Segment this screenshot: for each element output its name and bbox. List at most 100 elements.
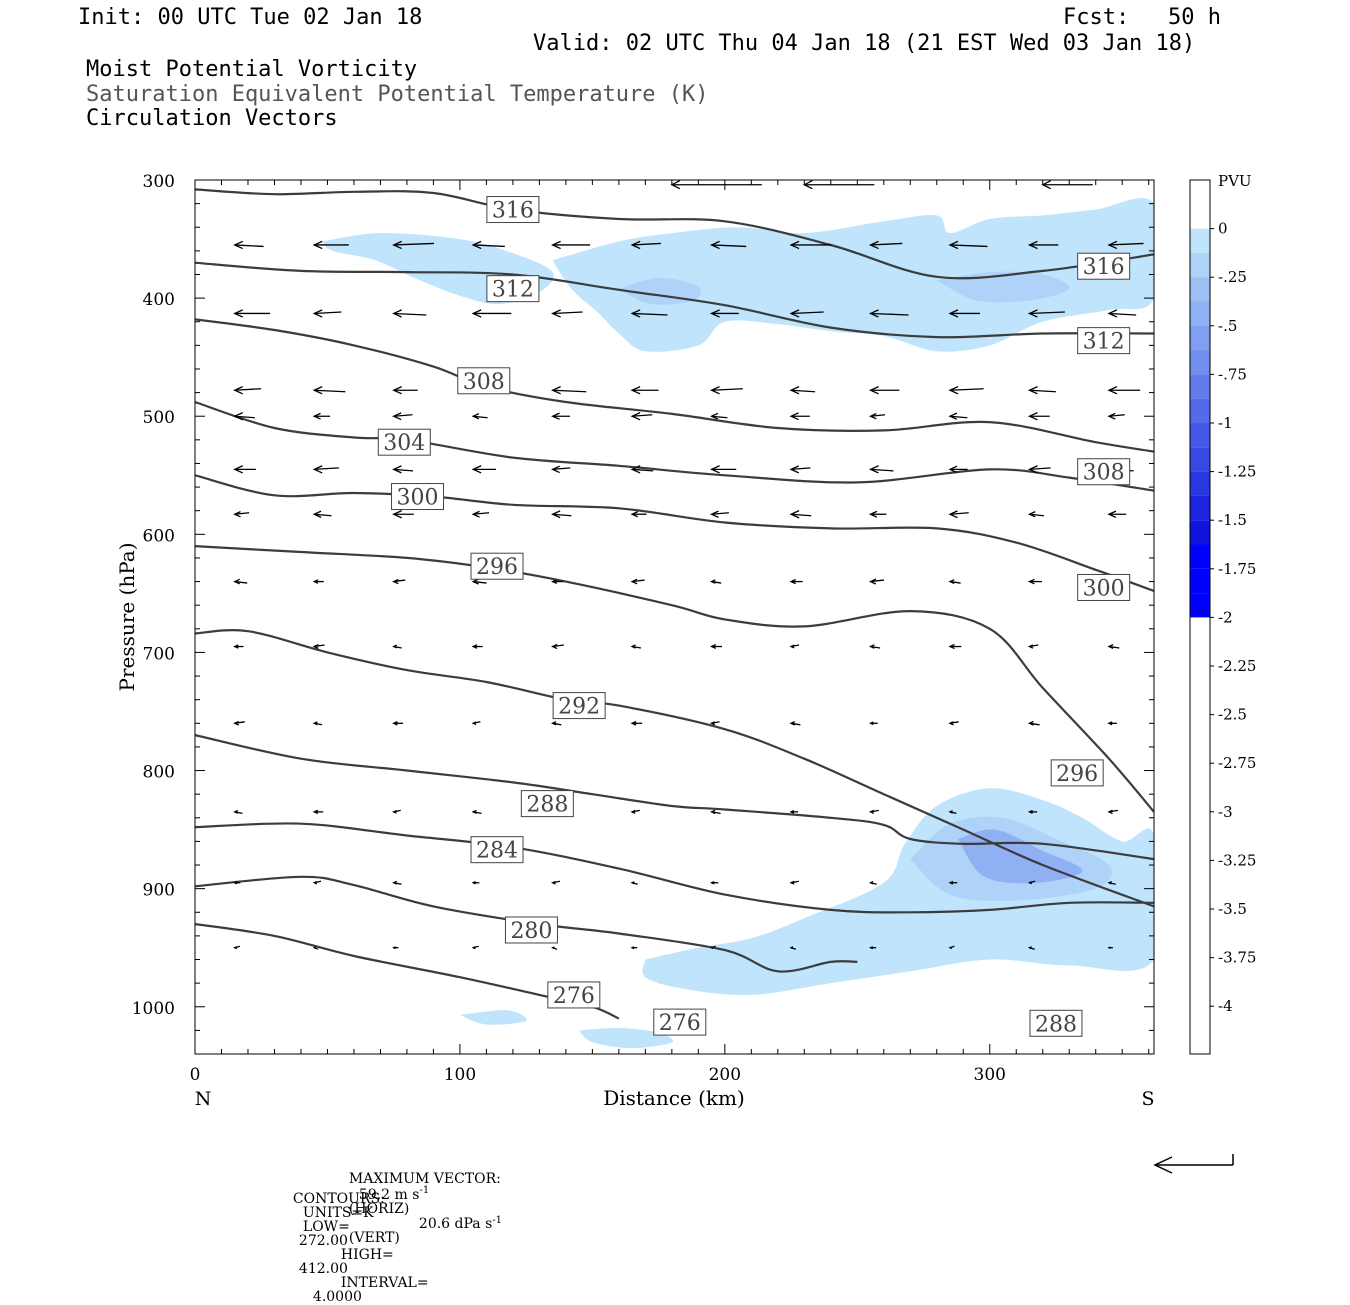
colorbar-label-3: -.5: [1218, 317, 1237, 335]
vector-arrow-103: [710, 721, 720, 726]
vector-arrow-55: [710, 465, 737, 474]
vector-arrow-61: [233, 511, 250, 518]
y-tick-label-500: 500: [143, 408, 175, 428]
vector-arrow-132: [1107, 880, 1116, 885]
contour-label-box-292-1: [552, 692, 606, 720]
y-tick-label-700: 700: [143, 644, 175, 664]
vector-arrow-88: [471, 644, 483, 649]
vector-arrow-11: [1027, 240, 1059, 250]
vector-arrow-27: [392, 386, 418, 395]
colorbar-swatch-11: [1190, 423, 1210, 448]
contour-label-box-276-2: [653, 1008, 707, 1036]
vector-arrow-111: [392, 809, 401, 814]
vector-arrow-35: [1027, 386, 1056, 395]
contour-308: [195, 318, 1154, 453]
vector-arrow-48: [1107, 412, 1125, 420]
colorbar-swatch-14: [1190, 495, 1210, 521]
contour-label-box-296-1: [470, 552, 524, 580]
contours-interval: 4.0000: [312, 1289, 362, 1305]
colorbar-swatch-16: [1190, 544, 1210, 569]
init-time: Init: 00 UTC Tue 02 Jan 18: [78, 5, 423, 30]
y-axis-label: Pressure (hPa): [115, 543, 139, 692]
vector-arrow-138: [630, 946, 638, 950]
vector-arrow-45: [868, 413, 886, 420]
vector-arrow-17: [551, 309, 583, 318]
forecast-hour: 50 h: [1168, 5, 1221, 30]
vector-arrow-39: [392, 412, 413, 421]
colorbar-label-11: -2.5: [1218, 706, 1247, 724]
vector-arrow-93: [868, 644, 881, 649]
colorbar-swatch-18: [1190, 593, 1210, 618]
contour-label-304-1: 304: [383, 431, 425, 456]
vector-arrow-71: [1027, 511, 1044, 518]
vector-arrow-46: [948, 412, 968, 420]
vector-arrow-3: [392, 240, 435, 250]
colorbar-label-13: -3: [1218, 803, 1233, 821]
contour-label-300-2: 300: [1083, 576, 1125, 601]
contour-label-box-316-1: [486, 196, 540, 224]
vector-arrow-47: [1027, 412, 1050, 421]
x-tick-label-300: 300: [974, 1065, 1006, 1085]
vector-arrow-127: [710, 880, 719, 885]
max-vector-label: MAXIMUM VECTOR:: [348, 1171, 501, 1187]
vector-arrow-69: [868, 510, 887, 518]
contour-label-308-1: 308: [463, 370, 505, 395]
vector-arrow-19: [710, 309, 739, 318]
vector-arrow-109: [233, 809, 243, 815]
vector-arrow-52: [471, 465, 497, 474]
vector-arrow-63: [392, 510, 414, 519]
vector-arrow-16: [471, 309, 512, 318]
vert-max: 20.6 dPa s: [418, 1216, 493, 1233]
pv-region-2: [552, 198, 1154, 352]
vector-arrow-104: [789, 721, 801, 726]
contour-label-box-284-1: [470, 836, 524, 864]
colorbar-label-6: -1.25: [1218, 463, 1256, 481]
contour-label-276-2: 276: [659, 1011, 701, 1036]
contour-label-280-1: 280: [510, 919, 552, 944]
vector-arrow-43: [710, 412, 728, 420]
vector-arrow-12: [1107, 240, 1144, 250]
vector-arrow-98: [312, 721, 323, 726]
contour-label-box-300-2: [1077, 573, 1131, 601]
colorbar-swatch-3: [1190, 228, 1210, 253]
x-axis-label: Distance (km): [603, 1086, 745, 1110]
contour-312: [195, 261, 1154, 339]
contour-296: [195, 545, 1154, 813]
pv-shading: [322, 198, 1154, 1049]
vector-arrow-72: [1107, 510, 1127, 518]
colorbar-swatch-9: [1190, 374, 1210, 399]
vector-arrow-85: [233, 644, 244, 649]
colorbar-swatch-13: [1190, 471, 1210, 496]
vector-arrow-32: [789, 386, 816, 395]
vector-arrow-115: [710, 809, 721, 815]
vector-arrow-116: [789, 810, 799, 814]
vector-arrow-97: [233, 720, 245, 726]
vector-arrow-74: [312, 579, 324, 584]
vector-arrow-121: [233, 881, 241, 885]
field-title-vectors: Circulation Vectors: [86, 106, 338, 131]
vector-arrow-99: [392, 721, 404, 726]
vector-arrow-13: [233, 309, 271, 318]
x-right-endpoint: S: [1141, 1088, 1154, 1110]
vector-arrow-129: [868, 881, 877, 885]
vector-arrow-136: [471, 945, 479, 950]
horiz-max: 59.2 m s: [358, 1186, 420, 1203]
vector-arrow-126: [630, 881, 638, 885]
colorbar-label-2: -.25: [1218, 268, 1247, 286]
contour-label-284-1: 284: [476, 839, 518, 864]
vector-arrow-101: [551, 721, 562, 726]
contour-label-292-1: 292: [558, 695, 600, 720]
vector-arrow-79: [710, 579, 722, 584]
colorbar-label-10: -2.25: [1218, 657, 1256, 675]
vector-arrow-78: [630, 578, 645, 585]
colorbar-label-15: -3.5: [1218, 900, 1247, 918]
vector-arrow-75: [392, 578, 406, 585]
contour-label-box-308-2: [1077, 458, 1131, 486]
vector-arrow-1: [233, 240, 264, 250]
pv-core-2: [936, 271, 1070, 303]
y-tick-label-300: 300: [143, 172, 175, 192]
pv-region-4: [459, 1010, 527, 1025]
colorbar-swatch-5: [1190, 277, 1210, 302]
contour-label-box-288-1: [520, 790, 574, 818]
vector-arrow-96: [1107, 644, 1120, 649]
